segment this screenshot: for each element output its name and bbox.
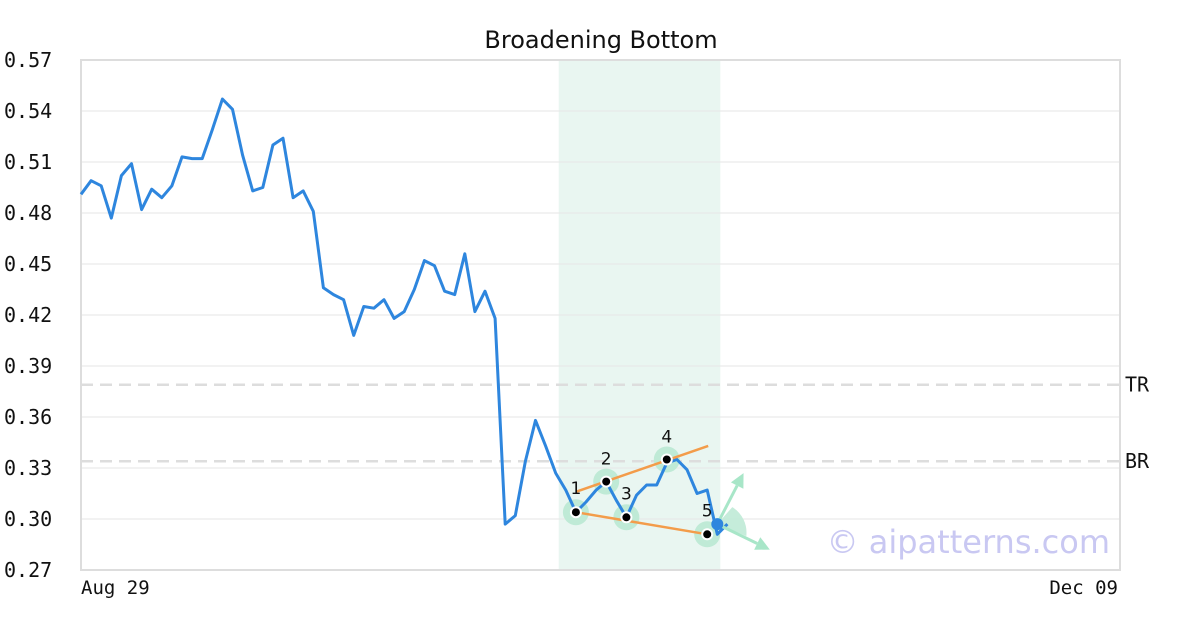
y-tick-label: 0.33 — [4, 456, 52, 480]
y-tick-label: 0.45 — [4, 252, 52, 276]
y-tick-label: 0.54 — [4, 99, 52, 123]
pivot-points: 123 4 5 — [569, 428, 714, 541]
projection-arrow-head — [754, 537, 770, 550]
trendlines — [575, 444, 709, 536]
plot-frame — [80, 59, 1121, 571]
y-tick-label: 0.48 — [4, 201, 52, 225]
pivot-label: 1 — [570, 479, 581, 499]
projection-arrow-head — [730, 473, 744, 489]
y-tick-label: 0.30 — [4, 507, 52, 531]
pivot-point — [569, 506, 582, 519]
y-tick-label: 0.51 — [4, 150, 52, 174]
y-tick-label: 0.57 — [4, 48, 52, 72]
grid — [81, 110, 1120, 520]
y-tick-label: 0.39 — [4, 354, 52, 378]
upper-trendline — [575, 444, 709, 493]
projection-arrows — [711, 473, 770, 550]
lower-trendline — [575, 510, 708, 536]
pivot-label: 4 — [661, 428, 672, 448]
resistance-levels: TR BR — [81, 373, 1150, 473]
x-axis-ticks: Aug 29 Dec 09 — [81, 577, 1118, 599]
y-tick-label: 0.27 — [4, 558, 52, 582]
projection-arrow-down — [716, 522, 758, 545]
current-price-point — [711, 518, 724, 531]
projection-fan — [717, 507, 747, 537]
projection-arrow-up — [715, 484, 739, 525]
pivot-point — [660, 453, 673, 466]
watermark: © aipatterns.com — [827, 523, 1110, 561]
price-line — [79, 97, 729, 536]
y-tick-label: 0.42 — [4, 303, 52, 327]
pivot-point — [620, 511, 633, 524]
y-axis-ticks: 0.27 0.30 0.33 0.36 0.39 0.42 0.45 0.48 0.51 0.54… — [4, 48, 52, 582]
chart-title: Broadening Bottom — [484, 26, 717, 54]
y-tick-label: 0.36 — [4, 405, 52, 429]
x-tick-label: Aug 29 — [81, 577, 150, 599]
pivot-point — [701, 528, 714, 541]
level-label-tr: TR — [1125, 373, 1150, 397]
pivot-label: 5 — [702, 501, 713, 521]
price-series — [79, 97, 729, 536]
x-tick-label: Dec 09 — [1049, 577, 1118, 599]
pivot-label: 2 — [601, 450, 612, 470]
pivot-point — [600, 475, 613, 488]
pivot-label: 3 — [621, 484, 632, 504]
level-label-br: BR — [1125, 449, 1150, 473]
